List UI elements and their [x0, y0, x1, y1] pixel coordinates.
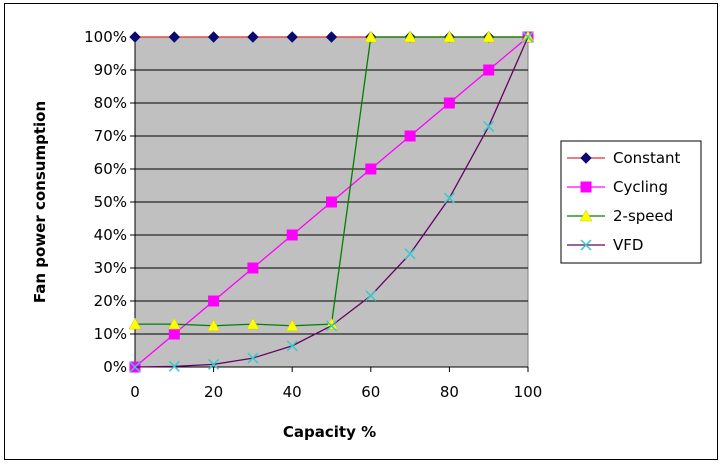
x-tick-label: 80 [440, 383, 459, 401]
y-tick-label: 30% [94, 259, 127, 277]
data-point-triangle [167, 317, 181, 330]
legend-label: Cycling [613, 178, 668, 196]
data-point-square [443, 97, 455, 109]
data-point-diamond [247, 31, 259, 43]
legend-label: VFD [613, 236, 643, 254]
y-tick-label: 20% [94, 292, 127, 310]
data-point-square [404, 130, 416, 142]
legend-item: Constant [567, 149, 681, 167]
legend: Constant Cycling 2-speed VFD [560, 140, 702, 264]
data-point-triangle [128, 317, 142, 330]
data-point-x [129, 361, 141, 373]
data-point-x [580, 239, 592, 251]
y-tick-label: 100% [84, 28, 127, 46]
legend-item: Cycling [567, 178, 668, 196]
data-point-x [208, 358, 220, 370]
data-point-x [483, 120, 495, 132]
data-point-diamond [168, 31, 181, 43]
data-point-x [443, 192, 455, 204]
data-point-x [286, 340, 298, 352]
data-point-triangle [442, 30, 456, 43]
y-tick-label: 60% [94, 160, 127, 178]
data-point-square [247, 262, 259, 274]
y-tick-label: 90% [94, 61, 127, 79]
data-point-x [404, 248, 416, 260]
data-point-square [580, 181, 592, 193]
data-point-diamond [129, 31, 141, 43]
data-point-square [208, 295, 220, 307]
x-tick-labels: 0 20 40 60 80 100 [130, 367, 542, 401]
x-tick-label: 100 [514, 383, 543, 401]
y-tick-labels: 0% 10% 20% 30% 40% 50% 60% 70% 80% 90% 100% [84, 28, 127, 376]
data-point-x [168, 360, 180, 372]
series-vfd [129, 31, 534, 373]
y-tick-label: 0% [103, 358, 127, 376]
y-tick-label: 40% [94, 226, 127, 244]
data-point-triangle [579, 209, 593, 222]
x-axis-title: Capacity % [283, 423, 376, 441]
data-point-triangle [403, 30, 417, 43]
x-tick-label: 40 [283, 383, 302, 401]
x-tick-label: 60 [361, 383, 380, 401]
data-point-triangle [246, 317, 260, 330]
y-tick-label: 70% [94, 127, 127, 145]
data-point-x [247, 352, 259, 364]
data-point-diamond [580, 152, 592, 164]
data-point-square [326, 196, 337, 208]
data-point-triangle [285, 319, 299, 331]
x-tick-label: 20 [204, 383, 223, 401]
data-point-triangle [207, 319, 221, 331]
data-point-diamond [286, 31, 298, 43]
data-point-square [286, 229, 298, 241]
series-group [128, 30, 535, 373]
data-point-x [365, 290, 377, 302]
data-point-triangle [364, 30, 378, 43]
legend-item: 2-speed [567, 207, 673, 225]
x-tick-label: 0 [130, 383, 140, 401]
data-point-x [522, 31, 534, 43]
data-point-diamond [325, 31, 338, 43]
data-point-diamond [207, 31, 220, 43]
y-tick-label: 50% [94, 193, 127, 211]
data-point-square [168, 328, 180, 340]
y-tick-label: 10% [94, 325, 127, 343]
legend-label: Constant [613, 149, 681, 167]
data-point-x [325, 320, 338, 332]
data-point-square [365, 163, 377, 175]
y-tick-label: 80% [94, 94, 127, 112]
data-point-triangle [482, 30, 496, 43]
legend-item: VFD [567, 236, 643, 254]
y-axis-title: Fan power consumption [31, 101, 49, 303]
legend-label: 2-speed [613, 207, 673, 225]
data-point-square [483, 64, 495, 76]
